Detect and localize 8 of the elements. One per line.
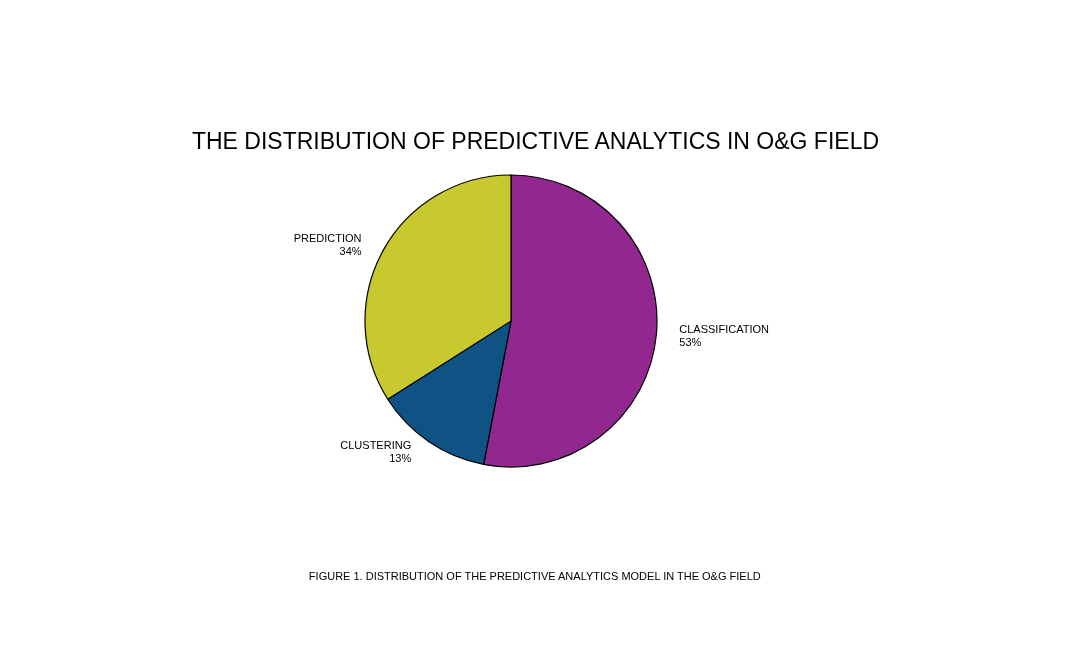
chart-title: THE DISTRIBUTION OF PREDICTIVE ANALYTICS IN O&G FIELD <box>191 127 880 154</box>
data-label: 53% <box>679 336 702 349</box>
data-label: 34% <box>339 245 362 258</box>
slice-label: CLASSIFICATION <box>679 323 769 336</box>
slice-label: CLUSTERING <box>340 439 412 452</box>
caption: FIGURE 1. DISTRIBUTION OF THE PREDICTIVE ANALYTICS MODEL IN THE O&G FIELD <box>308 569 761 582</box>
data-label: 13% <box>389 452 412 465</box>
slice-label: PREDICTION <box>293 232 362 245</box>
